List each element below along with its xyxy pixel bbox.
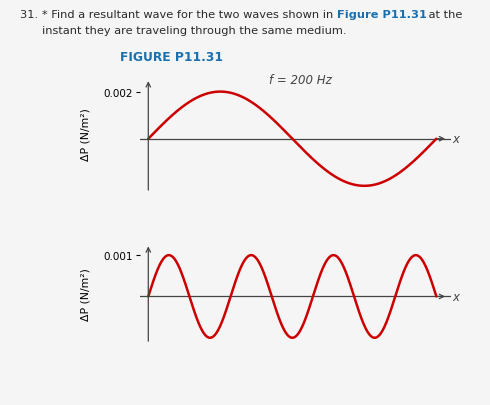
Text: 31.: 31. [20,10,45,20]
Text: at the: at the [425,10,462,20]
Text: instant they are traveling through the same medium.: instant they are traveling through the s… [42,26,346,36]
Text: f = 200 Hz: f = 200 Hz [270,74,332,87]
Text: Figure P11.31: Figure P11.31 [337,10,427,20]
Text: * Find a resultant wave for the two waves shown in: * Find a resultant wave for the two wave… [42,10,337,20]
Text: ΔP (N/m²): ΔP (N/m²) [80,267,90,320]
Text: ΔP (N/m²): ΔP (N/m²) [80,108,90,161]
Text: $x$: $x$ [452,290,462,303]
Text: FIGURE P11.31: FIGURE P11.31 [120,51,223,64]
Text: $x$: $x$ [452,133,462,146]
